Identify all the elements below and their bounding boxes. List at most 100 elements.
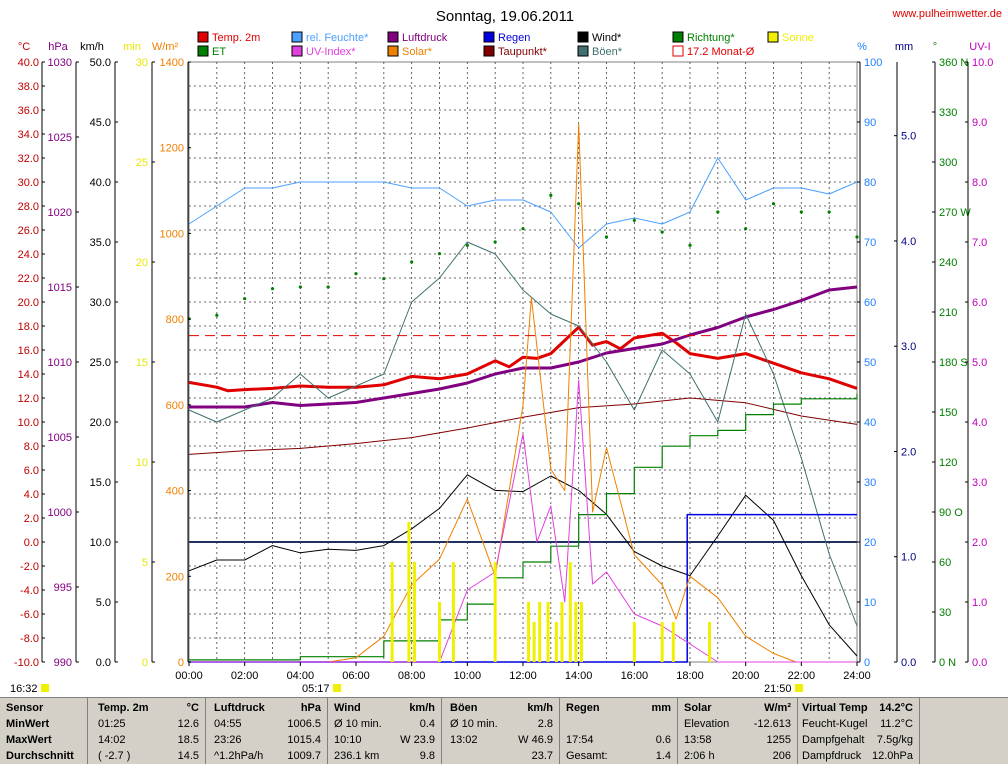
axis-tick-label: 1.0 <box>901 552 916 564</box>
stats-label: Feucht-Kugel <box>802 718 868 730</box>
axis-tick-label: 270 W <box>939 207 971 219</box>
direction-point <box>354 272 358 276</box>
direction-point <box>243 297 247 301</box>
sun-bar <box>532 622 536 662</box>
axis-sun: min 30 25 20 15 10 5 0 <box>123 41 155 669</box>
x-tick-label: 02:00 <box>231 670 259 682</box>
axis-tick-label: 0.0 <box>96 657 111 669</box>
x-tick-label: 04:00 <box>287 670 315 682</box>
axis-tick-label: 240 <box>939 257 957 269</box>
legend-entry: Böen* <box>577 45 623 58</box>
axis-tick-label: 5.0 <box>96 597 111 609</box>
legend-swatch <box>483 31 495 43</box>
sunset-label: 21:50 <box>764 683 792 695</box>
legend-swatch <box>197 31 209 43</box>
stats-group-regen: Regen mm 17:54 0.6 Gesamt: 1.4 <box>560 698 678 764</box>
legend-entry: Solar* <box>387 45 433 58</box>
axis-unit: °C <box>18 41 30 53</box>
legend-swatch <box>387 31 399 43</box>
sun-bar <box>660 622 664 662</box>
axis-unit: ° <box>933 41 937 53</box>
source-link[interactable]: www.pulheimwetter.de <box>892 8 1002 20</box>
axis-tick-label: -10.0 <box>14 657 39 669</box>
stats-value: 12.0hPa <box>872 750 913 762</box>
direction-point <box>549 193 553 197</box>
axis-tick-label: -4.0 <box>20 585 39 597</box>
axis-unit: km/h <box>80 41 104 53</box>
stats-row: ( -2.7 ) 14.5 <box>88 748 205 764</box>
x-tick-label: 24:00 <box>843 670 871 682</box>
x-tick-label: 16:00 <box>621 670 649 682</box>
axis-tick-label: 10 <box>136 457 148 469</box>
stats-row: Durchschnitt <box>0 748 87 764</box>
sun-bar <box>412 562 416 662</box>
axis-tick-label: 60 <box>939 557 951 569</box>
x-tick-label: 06:00 <box>342 670 370 682</box>
stats-label: Virtual Temp <box>802 702 868 714</box>
axis-tick-label: 5.0 <box>972 357 987 369</box>
stats-value: 18.5 <box>177 734 199 746</box>
axis-tick-label: 4.0 <box>24 489 39 501</box>
legend-entry: Luftdruck <box>387 31 448 44</box>
annotations: 16:32 05:17 21:50 <box>10 683 803 695</box>
legend-label: Böen* <box>592 46 623 58</box>
axis-uv: UV-I 10.0 9.0 8.0 7.0 6.0 5.0 4.0 3.0 2.0 1.0 0.0 <box>965 41 993 669</box>
axis-tick-label: 24.0 <box>18 249 39 261</box>
stats-value: 23.7 <box>531 750 553 762</box>
stats-label: Ø 10 min. <box>334 718 382 730</box>
chart-legend: Temp. 2m rel. Feuchte* Luftdruck Regen Wind*… <box>197 31 814 58</box>
stats-header: Solar W/m² <box>678 700 797 716</box>
axis-tick-label: 8.0 <box>24 441 39 453</box>
sun-bar <box>707 622 711 662</box>
axis-tick-label: 45.0 <box>90 117 111 129</box>
sun-bar <box>579 602 583 662</box>
axis-tick-label: 70 <box>864 237 876 249</box>
stats-label: 01:25 <box>98 718 126 730</box>
stats-value: 1006.5 <box>287 718 321 730</box>
stats-header: Luftdruck hPa <box>206 700 327 716</box>
stats-group-solar: Solar W/m² Elevation -12.613 13:58 1255 2:06 h… <box>678 698 798 764</box>
sunrise-label: 05:17 <box>302 683 330 695</box>
axis-tick-label: 90 <box>864 117 876 129</box>
axis-tick-label: 20 <box>136 257 148 269</box>
axis-tick-label: -2.0 <box>20 561 39 573</box>
stats-value: -12.613 <box>753 718 791 730</box>
stats-group-sensor: Sensor MinWert MaxWert Durchschnitt <box>0 698 88 764</box>
stats-header: Regen mm <box>560 700 677 716</box>
axis-tick-label: 50.0 <box>90 57 111 69</box>
sunrise-marker <box>333 684 341 692</box>
legend-entry: Sonne <box>767 31 814 44</box>
stats-row: ^1.2hPa/h 1009.7 <box>206 748 327 764</box>
axis-tick-label: 6.0 <box>24 465 39 477</box>
stats-value: hPa <box>300 702 321 714</box>
axis-tick-label: 5.0 <box>901 131 916 143</box>
stats-label: Durchschnitt <box>6 750 74 762</box>
sun-bar <box>527 602 531 662</box>
axis-tick-label: 4.0 <box>972 417 987 429</box>
stats-row: 2:06 h 206 <box>678 748 797 764</box>
axis-rain: mm 5.0 4.0 3.0 2.0 1.0 0.0 <box>894 41 916 669</box>
axis-tick-label: 15 <box>136 357 148 369</box>
sun-bar <box>554 622 558 662</box>
axis-tick-label: 1005 <box>48 432 72 444</box>
current-time-label: 16:32 <box>10 683 38 695</box>
direction-point <box>799 210 803 214</box>
stats-header: Virtual Temp 14.2°C <box>798 700 919 716</box>
direction-point <box>688 243 692 247</box>
stats-label: 13:02 <box>450 734 478 746</box>
axis-tick-label: 28.0 <box>18 201 39 213</box>
stats-value: 0.4 <box>419 718 435 730</box>
axis-direction: °360 N 330 300 270 W 240 210 180 S 150 120 90 O 60… <box>932 41 971 669</box>
series-line <box>188 325 858 393</box>
axis-tick-label: 30.0 <box>18 177 39 189</box>
direction-point <box>855 235 859 239</box>
axis-tick-label: 7.0 <box>972 237 987 249</box>
sun-bar <box>632 622 636 662</box>
axis-tick-label: 0 N <box>939 657 956 669</box>
direction-point <box>437 252 442 256</box>
direction-point <box>215 313 219 317</box>
stats-row: 01:25 12.6 <box>88 716 205 732</box>
sun-marker <box>41 684 49 692</box>
x-tick-label: 18:00 <box>676 670 704 682</box>
sun-bar <box>560 602 564 662</box>
